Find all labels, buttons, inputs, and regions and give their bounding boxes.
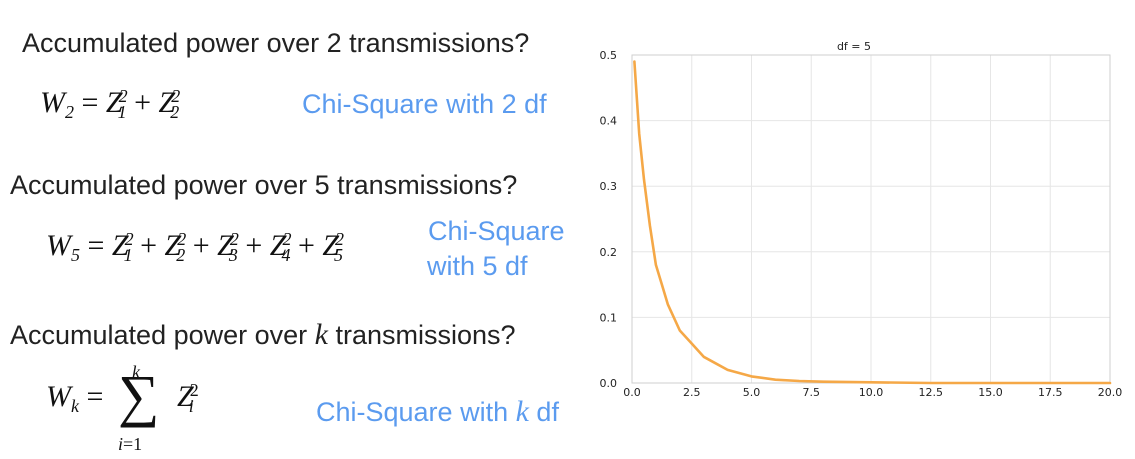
equation-w2: W2 = Z21 + Z22 (40, 86, 181, 122)
series-line (633, 60, 1112, 385)
chart-grid (631, 54, 1111, 384)
w5-term-4: 4 (281, 245, 291, 265)
x-tick-label: 20.0 (1098, 386, 1123, 399)
note-k-prefix: Chi-Square with (316, 397, 516, 427)
y-tick-label: 0.3 (600, 180, 618, 193)
heading-k-suffix: transmissions? (327, 320, 516, 350)
w5-term-2: 2 (176, 245, 186, 265)
note-chi-square-5-line1: Chi-Square (428, 216, 565, 246)
w2-lhs-var: W (40, 86, 65, 119)
series-group (633, 60, 1112, 385)
sum-term: Z2i (177, 380, 199, 416)
w5-term-1: 1 (123, 245, 133, 265)
note-k-var: k (515, 395, 529, 428)
chart-title: df = 5 (837, 40, 871, 53)
w5-lhs-sub: 5 (71, 245, 80, 265)
x-tick-label: 12.5 (919, 386, 944, 399)
x-tick-label: 0.0 (623, 386, 641, 399)
wk-lhs-var: W (46, 380, 71, 413)
note-chi-square-5-line2: with 5 df (427, 251, 528, 281)
x-tick-label: 5.0 (743, 386, 761, 399)
x-tick-label: 7.5 (803, 386, 821, 399)
heading-k-var: k (314, 318, 328, 351)
note-chi-square-k: Chi-Square with k df (316, 395, 559, 429)
y-tick-label: 0.1 (600, 311, 618, 324)
w2-term-2: 2 (170, 102, 180, 122)
heading-k-transmissions: Accumulated power over k transmissions? (10, 318, 516, 352)
y-tick-label: 0.4 (600, 115, 618, 128)
w5-term-5: 5 (334, 245, 344, 265)
x-tick-label: 2.5 (683, 386, 701, 399)
heading-2-transmissions: Accumulated power over 2 transmissions? (22, 28, 530, 58)
x-tick-label: 10.0 (859, 386, 884, 399)
w2-term-1: 1 (117, 102, 127, 122)
equation-wk: Wk = k ∑ i=1 Z2i (46, 362, 199, 454)
chi-square-chart: df = 5 0.0 2.5 5.0 7.5 10.0 12.5 15.0 17.5 20.0 … (600, 40, 1123, 399)
w5-term-3: 3 (228, 245, 238, 265)
w2-lhs-sub: 2 (65, 102, 74, 122)
x-axis-ticks: 0.0 2.5 5.0 7.5 10.0 12.5 15.0 17.5 20.0 (623, 386, 1122, 399)
sigma-symbol: ∑ (118, 363, 160, 428)
y-tick-label: 0.2 (600, 246, 618, 259)
sum-lower-limit: i=1 (118, 434, 143, 454)
equation-w5: W5 = Z21 + Z22 + Z23 + Z24 + Z25 (46, 229, 345, 265)
y-tick-label: 0.5 (600, 49, 618, 62)
wk-lhs-sub: k (71, 396, 79, 416)
x-tick-label: 15.0 (978, 386, 1003, 399)
w5-lhs-var: W (46, 229, 71, 262)
y-tick-label: 0.0 (600, 377, 618, 390)
sum-upper-limit: k (132, 362, 140, 382)
note-k-suffix: df (528, 397, 559, 427)
x-tick-label: 17.5 (1038, 386, 1063, 399)
y-axis-ticks: 0.0 0.1 0.2 0.3 0.4 0.5 (600, 49, 618, 390)
note-chi-square-2: Chi-Square with 2 df (302, 89, 547, 119)
heading-k-prefix: Accumulated power over (10, 320, 315, 350)
heading-5-transmissions: Accumulated power over 5 transmissions? (10, 170, 518, 200)
